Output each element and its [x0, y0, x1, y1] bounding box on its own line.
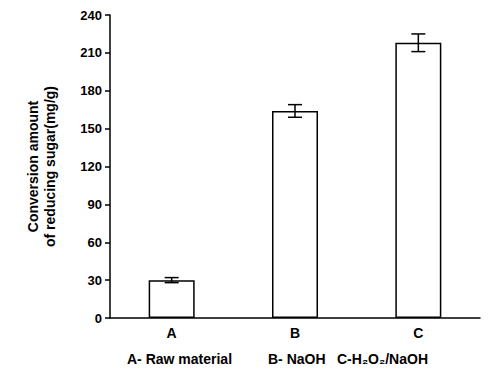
svg-text:of reducing sugar(mg/g): of reducing sugar(mg/g): [42, 86, 58, 247]
svg-text:210: 210: [80, 45, 102, 60]
svg-text:B: B: [290, 325, 300, 341]
svg-text:120: 120: [80, 159, 102, 174]
svg-text:A: A: [167, 325, 177, 341]
svg-text:240: 240: [80, 8, 102, 23]
svg-text:60: 60: [88, 235, 102, 250]
svg-text:B- NaOH: B- NaOH: [268, 351, 326, 367]
svg-text:150: 150: [80, 121, 102, 136]
svg-text:C: C: [413, 325, 423, 341]
svg-text:180: 180: [80, 83, 102, 98]
svg-text:Conversion amount: Conversion amount: [25, 100, 41, 232]
svg-text:A- Raw material: A- Raw material: [127, 351, 232, 367]
svg-text:90: 90: [88, 197, 102, 212]
svg-text:0: 0: [95, 311, 102, 326]
svg-text:C-H₂O₂/NaOH: C-H₂O₂/NaOH: [337, 351, 428, 367]
svg-text:30: 30: [88, 273, 102, 288]
